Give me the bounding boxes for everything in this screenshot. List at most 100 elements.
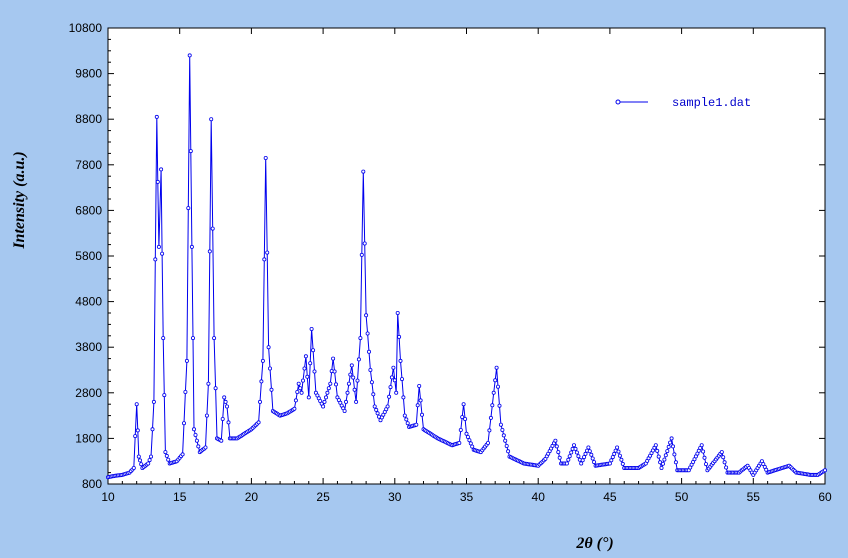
data-point [579, 461, 584, 466]
data-point [671, 444, 676, 449]
data-point [295, 389, 300, 394]
data-point [616, 449, 621, 454]
data-point [491, 390, 496, 395]
data-point [470, 444, 475, 449]
data-point [610, 455, 615, 460]
data-point [655, 448, 660, 453]
data-point [566, 457, 571, 462]
data-point [366, 349, 371, 354]
data-point [395, 310, 400, 315]
data-point [311, 348, 316, 353]
data-point [666, 444, 671, 449]
data-point [405, 421, 410, 426]
data-point [369, 380, 374, 385]
data-point [259, 379, 264, 384]
data-point [222, 395, 227, 400]
data-point [387, 394, 392, 399]
data-point [467, 438, 472, 443]
data-point [266, 345, 271, 350]
data-point [361, 169, 366, 174]
data-point [323, 395, 328, 400]
data-point [665, 449, 670, 454]
data-point [374, 407, 379, 412]
data-point [186, 206, 191, 211]
data-point [184, 358, 189, 363]
y-tick-label: 2800 [75, 386, 102, 400]
data-point [590, 456, 595, 461]
data-point [419, 412, 424, 417]
data-point [704, 462, 709, 467]
data-point [133, 434, 138, 439]
data-point [162, 393, 167, 398]
y-tick-label: 1800 [75, 431, 102, 445]
data-point [556, 450, 561, 455]
data-point [490, 403, 495, 408]
data-point [399, 377, 404, 382]
data-point [164, 453, 169, 458]
data-point [495, 384, 500, 389]
data-point [312, 369, 317, 374]
data-point [398, 358, 403, 363]
data-point [135, 428, 140, 433]
data-point [159, 167, 164, 172]
data-point [206, 381, 211, 386]
data-point [226, 420, 231, 425]
data-point [506, 449, 511, 454]
data-point [553, 438, 558, 443]
y-tick-label: 3800 [75, 340, 102, 354]
data-point [615, 445, 620, 450]
x-tick-label: 35 [460, 490, 474, 504]
data-point [131, 465, 136, 470]
data-point [554, 444, 559, 449]
data-point [417, 383, 422, 388]
data-point [139, 462, 144, 467]
data-point [358, 336, 363, 341]
data-point [404, 417, 409, 422]
data-point [457, 440, 462, 445]
data-point [187, 53, 192, 58]
data-point [612, 451, 617, 456]
data-point [402, 413, 407, 418]
x-tick-label: 60 [818, 490, 832, 504]
data-point [668, 440, 673, 445]
x-tick-label: 20 [245, 490, 259, 504]
data-point [193, 432, 198, 437]
data-point [306, 395, 311, 400]
data-point [151, 399, 156, 404]
data-point [576, 454, 581, 459]
data-point [592, 460, 597, 465]
legend-marker [615, 99, 621, 105]
data-point [189, 244, 194, 249]
data-point [196, 444, 201, 449]
data-point [503, 438, 508, 443]
data-point [303, 354, 308, 359]
data-point [213, 386, 218, 391]
data-point [485, 440, 490, 445]
data-point [572, 443, 577, 448]
x-tick-label: 25 [316, 490, 330, 504]
data-point [574, 450, 579, 455]
data-point [401, 395, 406, 400]
data-point [582, 455, 587, 460]
data-point [209, 117, 214, 122]
data-point [325, 390, 330, 395]
data-point [153, 257, 158, 262]
data-point [418, 398, 423, 403]
data-point [137, 458, 142, 463]
data-point [663, 453, 668, 458]
data-point [220, 416, 225, 421]
data-point [498, 422, 503, 427]
data-point [188, 149, 193, 154]
data-point [308, 361, 313, 366]
x-tick-label: 50 [675, 490, 689, 504]
data-point [464, 431, 469, 436]
data-point [155, 179, 160, 184]
tick-labels: 10 15 20 25 30 35 40 45 50 55 60 800 1800 2800 3800 480… [69, 21, 832, 504]
data-point [672, 452, 677, 457]
y-tick-label: 7800 [75, 158, 102, 172]
data-point [134, 402, 139, 407]
data-point [207, 249, 212, 254]
data-point [583, 451, 588, 456]
data-point [823, 468, 828, 473]
